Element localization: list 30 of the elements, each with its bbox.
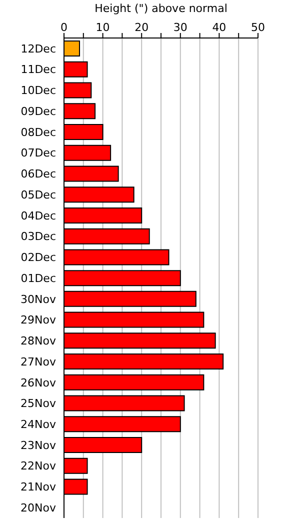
y-tick-label: 30Nov <box>20 292 56 306</box>
y-tick-label: 08Dec <box>20 126 56 139</box>
y-tick-label: 29Nov <box>20 314 56 327</box>
y-tick-label: 20Nov <box>20 501 56 514</box>
y-tick-label: 28Nov <box>20 334 56 348</box>
y-tick-label: 22Nov <box>20 460 56 473</box>
x-tick-label: 50 <box>251 21 265 34</box>
y-tick-label: 11Dec <box>20 63 56 76</box>
y-tick-label: 24Nov <box>20 418 56 431</box>
x-tick-label: 20 <box>134 21 149 34</box>
y-tick-label: 07Dec <box>20 146 56 160</box>
x-tick-label: 10 <box>96 21 110 34</box>
y-tick-label: 05Dec <box>20 188 56 202</box>
x-tick-label: 30 <box>173 21 188 34</box>
x-axis-title: Height (") above normal <box>94 2 228 15</box>
y-tick-label: 02Dec <box>20 251 56 264</box>
y-tick-label: 10Dec <box>20 84 56 98</box>
y-tick-label: 25Nov <box>20 397 56 410</box>
y-tick-label: 06Dec <box>20 168 56 181</box>
y-tick-label: 01Dec <box>20 272 56 285</box>
y-tick-label: 26Nov <box>20 376 56 390</box>
y-tick-label: 21Nov <box>20 480 56 494</box>
y-tick-label: 04Dec <box>20 209 56 222</box>
y-tick-label: 27Nov <box>20 355 56 368</box>
y-tick-label: 12Dec <box>20 42 56 56</box>
x-tick-label: 40 <box>212 21 226 34</box>
y-tick-label: 03Dec <box>20 230 56 244</box>
x-tick-label: 0 <box>60 21 68 34</box>
y-tick-label: 23Nov <box>20 438 56 452</box>
y-tick-label: 09Dec <box>20 104 56 118</box>
